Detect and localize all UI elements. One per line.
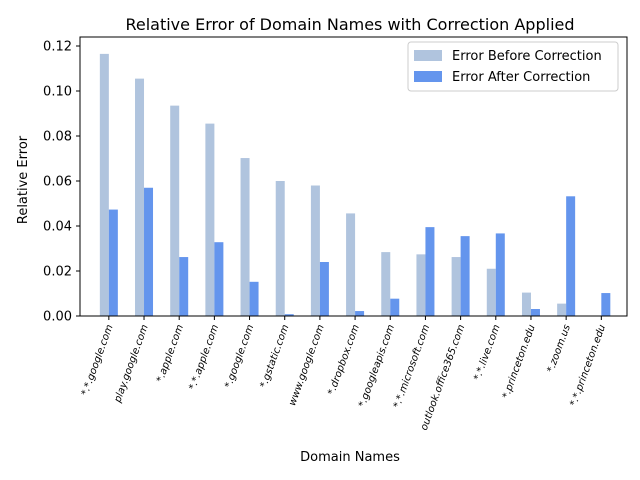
x-tick-label: *.zoom.us — [545, 323, 572, 374]
legend: Error Before Correction Error After Corr… — [407, 41, 619, 92]
x-tick-label: *.*.microsoft.com — [392, 323, 432, 410]
x-tick-label: *.*.princeton.edu — [568, 323, 608, 408]
x-tick-label: *.princeton.edu — [501, 323, 538, 400]
plot-area: 0.00 0.02 0.04 0.06 0.08 0.10 0.12 *.*.google.c… — [43, 36, 628, 432]
chart-title: Relative Error of Domain Names with Corr… — [125, 15, 574, 34]
x-tick-label: play.google.com — [112, 323, 151, 405]
x-axis-title: Domain Names — [300, 450, 400, 465]
x-tick-label: *.googleapis.com — [357, 323, 397, 409]
bar-after-5 — [284, 314, 294, 316]
bar-before-2 — [170, 105, 180, 317]
y-tick-label: 0.04 — [43, 220, 72, 235]
bar-before-3 — [205, 123, 215, 317]
y-tick-label: 0.10 — [43, 85, 72, 100]
bar-before-6 — [310, 185, 320, 316]
legend-swatch-before — [414, 50, 442, 61]
bar-after-8 — [390, 298, 400, 316]
legend-swatch-after — [414, 71, 442, 82]
y-tick-label: 0.00 — [43, 310, 72, 325]
legend-box — [407, 41, 619, 92]
bar-before-7 — [346, 213, 356, 316]
bar-after-12 — [530, 309, 540, 316]
bar-before-10 — [451, 257, 461, 316]
bar-after-7 — [355, 311, 365, 316]
x-tick-label: www.google.com — [287, 323, 327, 407]
bar-before-13 — [557, 303, 567, 317]
x-tick-label: *.*.apple.com — [187, 323, 221, 392]
bar-after-6 — [319, 262, 329, 316]
bar-before-1 — [135, 78, 145, 317]
bar-before-0 — [99, 53, 109, 317]
plot-frame — [79, 36, 628, 317]
legend-label-before: Error Before Correction — [452, 49, 602, 64]
x-tick-label: *.gstatic.com — [258, 323, 291, 390]
bar-after-1 — [144, 187, 154, 316]
bar-after-14 — [601, 293, 611, 316]
bar-after-9 — [425, 227, 435, 317]
bar-before-11 — [486, 268, 496, 316]
x-tick-label: *.apple.com — [155, 323, 186, 384]
y-tick-label: 0.08 — [43, 130, 72, 145]
y-tick-label: 0.12 — [43, 40, 72, 55]
y-tick-label: 0.06 — [43, 175, 72, 190]
y-tick-label: 0.02 — [43, 265, 72, 280]
bar-after-2 — [179, 257, 189, 316]
bar-after-11 — [495, 233, 505, 316]
x-tick-label: *.google.com — [223, 323, 256, 390]
bar-before-8 — [381, 252, 391, 316]
bar-before-4 — [240, 158, 250, 316]
bar-before-9 — [416, 254, 426, 316]
bar-before-5 — [275, 181, 285, 316]
x-tick-label: *.*.live.com — [472, 323, 502, 382]
bar-after-4 — [249, 281, 259, 316]
x-tick-label: *.dropbox.com — [326, 323, 362, 397]
bar-after-10 — [460, 236, 470, 317]
y-axis-title: Relative Error — [16, 135, 31, 224]
bar-before-12 — [521, 292, 531, 316]
legend-label-after: Error After Correction — [452, 70, 590, 85]
bar-after-0 — [108, 209, 118, 316]
bar-after-3 — [214, 242, 224, 316]
bar-after-13 — [566, 196, 576, 316]
x-tick-label: *.*.google.com — [80, 323, 116, 397]
